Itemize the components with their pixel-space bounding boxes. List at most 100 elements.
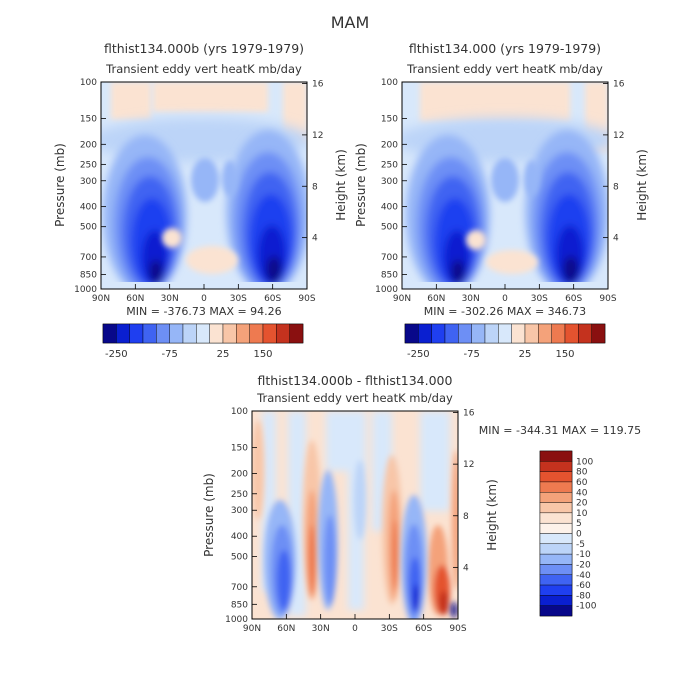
colorbar-swatch (222, 323, 237, 344)
colorbar-swatch (511, 323, 526, 344)
y2-tick-label: 4 (463, 563, 469, 573)
x-tick-label: 90S (298, 294, 315, 304)
y-tick-label: 700 (231, 583, 248, 593)
x-tick-label: 90S (449, 624, 466, 634)
y2-tick-label: 8 (463, 512, 469, 522)
colorbar-swatch (539, 481, 573, 493)
stats-label: MIN = -344.31 MAX = 119.75 (479, 424, 641, 437)
stats-label: MIN = -376.73 MAX = 94.26 (126, 305, 281, 318)
colorbar-label: 25 (217, 349, 230, 360)
colorbar-swatch (182, 323, 197, 344)
panel-difference: flthist134.000b - flthist134.000 Transie… (202, 373, 641, 634)
y-tick-label: 700 (381, 253, 398, 263)
colorbar-label: -100 (576, 602, 597, 612)
colorbar-label: 20 (576, 499, 588, 509)
colorbar-swatch (539, 502, 573, 514)
x-tick-label: 60S (264, 294, 281, 304)
colorbar-swatch (539, 564, 573, 575)
colorbar-label: 40 (576, 488, 588, 498)
colorbar-swatch (404, 323, 419, 344)
colorbar-label: -60 (576, 581, 591, 591)
y-axis-title: Pressure (mb) (53, 143, 67, 227)
y-tick-label: 850 (80, 270, 97, 280)
y2-tick-label: 8 (613, 182, 619, 192)
y-tick-label: 100 (231, 407, 248, 417)
x-tick-label: 60S (415, 624, 432, 634)
y-tick-label: 250 (231, 490, 248, 500)
y2-tick-label: 4 (312, 234, 318, 244)
y2-tick-label: 16 (463, 409, 475, 419)
colorbar-swatch (564, 323, 579, 344)
y-tick-label: 850 (381, 270, 398, 280)
colorbar-swatch (539, 461, 573, 472)
x-tick-label: 30S (531, 294, 548, 304)
colorbar-vertical (539, 450, 573, 617)
x-tick-label: 90N (393, 294, 411, 304)
colorbar-label: -250 (407, 349, 430, 360)
colorbar-label: -5 (576, 540, 585, 550)
colorbar-label: -80 (576, 591, 591, 601)
y-tick-label: 850 (231, 600, 248, 610)
colorbar-swatch (591, 323, 606, 344)
y2-axis-title: Height (km) (334, 149, 348, 220)
colorbar-swatch (539, 450, 573, 462)
y-tick-label: 400 (381, 203, 398, 213)
colorbar-swatch (249, 323, 264, 344)
colorbar-label: 150 (253, 349, 272, 360)
x-tick-label: 30S (230, 294, 247, 304)
y2-tick-label: 4 (613, 234, 619, 244)
colorbar-swatch (539, 522, 573, 534)
x-tick-label: 30S (381, 624, 398, 634)
colorbar-label: 25 (519, 349, 532, 360)
colorbar-label: 150 (555, 349, 574, 360)
colorbar-label: 5 (576, 519, 582, 529)
x-tick-label: 0 (502, 294, 508, 304)
heatmap-field (252, 411, 458, 619)
colorbar-label: 0 (576, 530, 582, 540)
colorbar-swatch (471, 323, 486, 344)
y-tick-label: 200 (80, 140, 97, 150)
panel-top-left: flthist134.000b (yrs 1979-1979) Transien… (53, 41, 348, 360)
panel-title: flthist134.000b (yrs 1979-1979) (104, 41, 304, 56)
y-tick-label: 250 (80, 160, 97, 170)
colorbar-swatch (116, 323, 130, 344)
y-tick-label: 150 (231, 444, 248, 454)
y-tick-label: 1000 (74, 285, 97, 295)
colorbar-swatch (129, 323, 144, 344)
y-tick-label: 500 (381, 223, 398, 233)
x-tick-label: 90S (599, 294, 616, 304)
y-tick-label: 100 (381, 78, 398, 88)
y-tick-label: 300 (381, 177, 398, 187)
x-tick-label: 90N (92, 294, 110, 304)
x-tick-label: 30N (462, 294, 480, 304)
x-tick-label: 0 (352, 624, 358, 634)
colorbar-swatch (444, 323, 459, 344)
y-tick-label: 100 (80, 78, 97, 88)
colorbar-swatch (539, 553, 573, 565)
y2-axis-title: Height (km) (635, 149, 649, 220)
colorbar-swatch (498, 323, 512, 344)
colorbar-swatch (524, 323, 539, 344)
colorbar-label: -40 (576, 571, 591, 581)
colorbar-swatch (539, 584, 573, 596)
colorbar-swatch (262, 323, 277, 344)
colorbar-label: 100 (576, 457, 593, 467)
heatmap-field (101, 82, 307, 289)
x-tick-label: 30N (312, 624, 330, 634)
colorbar-horizontal (404, 323, 606, 344)
y2-tick-label: 16 (312, 80, 324, 90)
heatmap-field (402, 82, 608, 289)
y-tick-label: 200 (381, 140, 398, 150)
colorbar-horizontal (102, 323, 304, 344)
colorbar-swatch (196, 323, 210, 344)
colorbar-swatch (539, 471, 573, 483)
colorbar-label: -20 (576, 560, 591, 570)
y-tick-label: 1000 (225, 615, 248, 625)
x-tick-label: 60S (565, 294, 582, 304)
colorbar-label: 60 (576, 478, 588, 488)
colorbar-label: 10 (576, 509, 588, 519)
y2-tick-label: 12 (463, 460, 474, 470)
y-tick-label: 500 (231, 552, 248, 562)
y-tick-label: 400 (231, 532, 248, 542)
